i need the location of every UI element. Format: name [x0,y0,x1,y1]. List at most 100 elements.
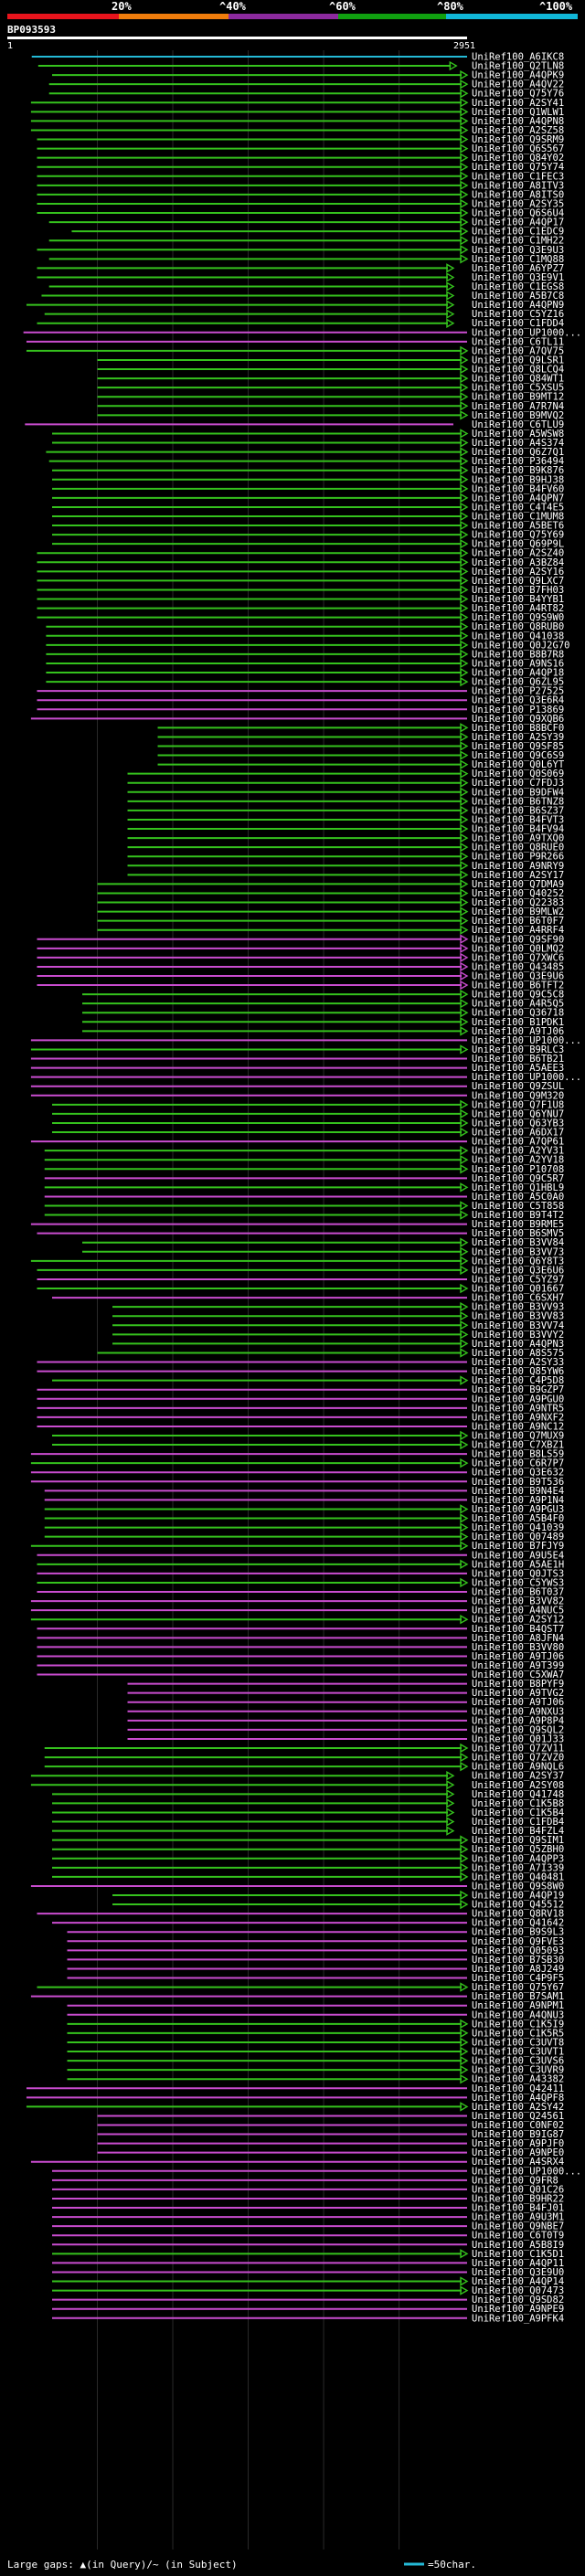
hit-label[interactable]: UniRef100_Q75Y67 [472,1982,564,1993]
hit-label[interactable]: UniRef100_A9NQL6 [472,1762,564,1773]
hit-label[interactable]: UniRef100_B6TB21 [472,1054,564,1065]
hit-label[interactable]: UniRef100_Q9FR8 [472,2175,558,2186]
hit-label[interactable]: UniRef100_C4P9F5 [472,1973,564,1984]
hit-label[interactable]: UniRef100_Q9XQB6 [472,714,564,725]
hit-label[interactable]: UniRef100_Q9LXC7 [472,576,564,587]
hit-label[interactable]: UniRef100_C3UVT1 [472,2047,564,2058]
hit-label[interactable]: UniRef100_UP1000... [472,1035,581,1046]
hit-label[interactable]: UniRef100_B6T0F7 [472,916,564,927]
hit-label[interactable]: UniRef100_B4FV94 [472,824,564,835]
hit-label[interactable]: UniRef100_A9NPM1 [472,2000,564,2011]
hit-label[interactable]: UniRef100_B3VV82 [472,1596,564,1607]
hit-label[interactable]: UniRef100_A2SY37 [472,1771,564,1782]
hit-label[interactable]: UniRef100_A5WSW8 [472,429,564,440]
hit-label[interactable]: UniRef100_Q43485 [472,961,564,972]
hit-label[interactable]: UniRef100_B7SAM1 [472,1991,564,2002]
hit-label[interactable]: UniRef100_B7FH03 [472,585,564,596]
hit-label[interactable]: UniRef100_C5YZ16 [472,309,564,320]
hit-label[interactable]: UniRef100_UP1000... [472,327,581,338]
hit-label[interactable]: UniRef100_A8J249 [472,1964,564,1975]
hit-label[interactable]: UniRef100_C1K5B4 [472,1807,564,1818]
hit-label[interactable]: UniRef100_Q7DMA9 [472,879,564,890]
hit-label[interactable]: UniRef100_Q0L6YT [472,759,565,770]
hit-label[interactable]: UniRef100_Q9C5R7 [472,1173,564,1184]
hit-label[interactable]: UniRef100_Q5ZBH0 [472,1844,564,1855]
hit-label[interactable]: UniRef100_P10708 [472,1164,564,1175]
hit-label[interactable]: UniRef100_C1K5D1 [472,2249,564,2260]
hit-label[interactable]: UniRef100_Q84WT1 [472,374,564,385]
hit-label[interactable]: UniRef100_A3BZ84 [472,557,564,568]
hit-label[interactable]: UniRef100_B4FV60 [472,483,564,494]
hit-label[interactable]: UniRef100_B9RLC3 [472,1044,564,1055]
hit-label[interactable]: UniRef100_Q0J2G70 [472,640,569,651]
hit-label[interactable]: UniRef100_A9TVG2 [472,1688,564,1699]
hit-label[interactable]: UniRef100_A9TXQ0 [472,833,564,844]
hit-label[interactable]: UniRef100_B9MT12 [472,392,564,403]
hit-label[interactable]: UniRef100_C3UVT8 [472,2037,564,2048]
hit-label[interactable]: UniRef100_A4NUC5 [472,1606,564,1617]
hit-label[interactable]: UniRef100_C1FDD4 [472,318,564,329]
hit-label[interactable]: UniRef100_C1EGS8 [472,281,564,292]
hit-label[interactable]: UniRef100_A9NRY9 [472,861,564,872]
hit-label[interactable]: UniRef100_C7FDJ3 [472,778,564,789]
hit-label[interactable]: UniRef100_B3VV73 [472,1246,564,1257]
hit-label[interactable]: UniRef100_A9NXF2 [472,1412,564,1423]
hit-label[interactable]: UniRef100_A7QV75 [472,345,564,356]
hit-label[interactable]: UniRef100_A9PGU3 [472,1504,564,1515]
hit-label[interactable]: UniRef100_A7QP61 [472,1137,564,1148]
hit-label[interactable]: UniRef100_Q01C26 [472,2184,564,2195]
hit-label[interactable]: UniRef100_B3VV84 [472,1237,564,1248]
hit-label[interactable]: UniRef100_A7R7N4 [472,401,564,412]
hit-label[interactable]: UniRef100_Q6S567 [472,143,564,154]
hit-label[interactable]: UniRef100_Q7ZVZ0 [472,1753,564,1764]
hit-label[interactable]: UniRef100_A8S575 [472,1348,564,1359]
hit-label[interactable]: UniRef100_Q07473 [472,2285,564,2296]
hit-label[interactable]: UniRef100_C6R7P7 [472,1458,564,1469]
hit-label[interactable]: UniRef100_B6TFT2 [472,981,564,991]
hit-label[interactable]: UniRef100_Q9M320 [472,1090,564,1101]
hit-label[interactable]: UniRef100_B4YYB1 [472,594,564,605]
hit-label[interactable]: UniRef100_C4P5D8 [472,1375,564,1386]
hit-label[interactable]: UniRef100_Q8RUB0 [472,621,564,632]
hit-label[interactable]: UniRef100_B9HR22 [472,2193,564,2204]
hit-label[interactable]: UniRef100_B8BCF0 [472,723,564,734]
hit-label[interactable]: UniRef100_Q22383 [472,897,564,908]
hit-label[interactable]: UniRef100_A6YPZ7 [472,263,564,274]
hit-label[interactable]: UniRef100_A2SY08 [472,1780,564,1791]
hit-label[interactable]: UniRef100_Q9FVE3 [472,1936,564,1947]
hit-label[interactable]: UniRef100_C3UVS6 [472,2056,564,2067]
hit-label[interactable]: UniRef100_Q24561 [472,2111,564,2122]
hit-label[interactable]: UniRef100_Q41642 [472,1918,564,1929]
hit-label[interactable]: UniRef100_Q45512 [472,1900,564,1911]
hit-label[interactable]: UniRef100_C5XSU5 [472,383,564,394]
hit-label[interactable]: UniRef100_A6DX17 [472,1128,564,1139]
hit-label[interactable]: UniRef100_C6TLU9 [472,419,564,430]
hit-label[interactable]: UniRef100_Q85YW6 [472,1366,564,1377]
hit-label[interactable]: UniRef100_A4QPK9 [472,70,564,81]
hit-label[interactable]: UniRef100_B3VVY2 [472,1330,564,1341]
hit-label[interactable]: UniRef100_Q8RV18 [472,1909,564,1920]
hit-label[interactable]: UniRef100_Q42411 [472,2083,564,2094]
hit-label[interactable]: UniRef100_B9T4T2 [472,1210,564,1221]
hit-label[interactable]: UniRef100_B9GZP7 [472,1384,564,1395]
hit-label[interactable]: UniRef100_B9DFW4 [472,787,564,798]
hit-label[interactable]: UniRef100_Q9S9W0 [472,612,564,623]
hit-label[interactable]: UniRef100_C6TL11 [472,336,564,347]
hit-label[interactable]: UniRef100_C1FEC3 [472,171,564,182]
hit-label[interactable]: UniRef100_Q3E632 [472,1468,564,1479]
hit-label[interactable]: UniRef100_Q6Z7Q1 [472,447,564,458]
hit-label[interactable]: UniRef100_P27525 [472,686,564,697]
hit-label[interactable]: UniRef100_B9MVQ2 [472,410,564,421]
hit-label[interactable]: UniRef100_B4FJ01 [472,2203,564,2214]
hit-label[interactable]: UniRef100_Q9SF90 [472,934,564,945]
hit-label[interactable]: UniRef100_A9PFK4 [472,2313,564,2324]
hit-label[interactable]: UniRef100_Q7XWC6 [472,952,564,963]
hit-label[interactable]: UniRef100_Q9SQL2 [472,1724,564,1735]
hit-label[interactable]: UniRef100_A5B4F0 [472,1513,564,1524]
hit-label[interactable]: UniRef100_Q41748 [472,1789,564,1800]
hit-label[interactable]: UniRef100_B9S9L3 [472,1927,564,1938]
hit-label[interactable]: UniRef100_C5T858 [472,1201,564,1212]
hit-label[interactable]: UniRef100_B9MLW2 [472,906,564,917]
hit-label[interactable]: UniRef100_B4FZL4 [472,1826,564,1837]
hit-label[interactable]: UniRef100_A4QP18 [472,668,564,679]
